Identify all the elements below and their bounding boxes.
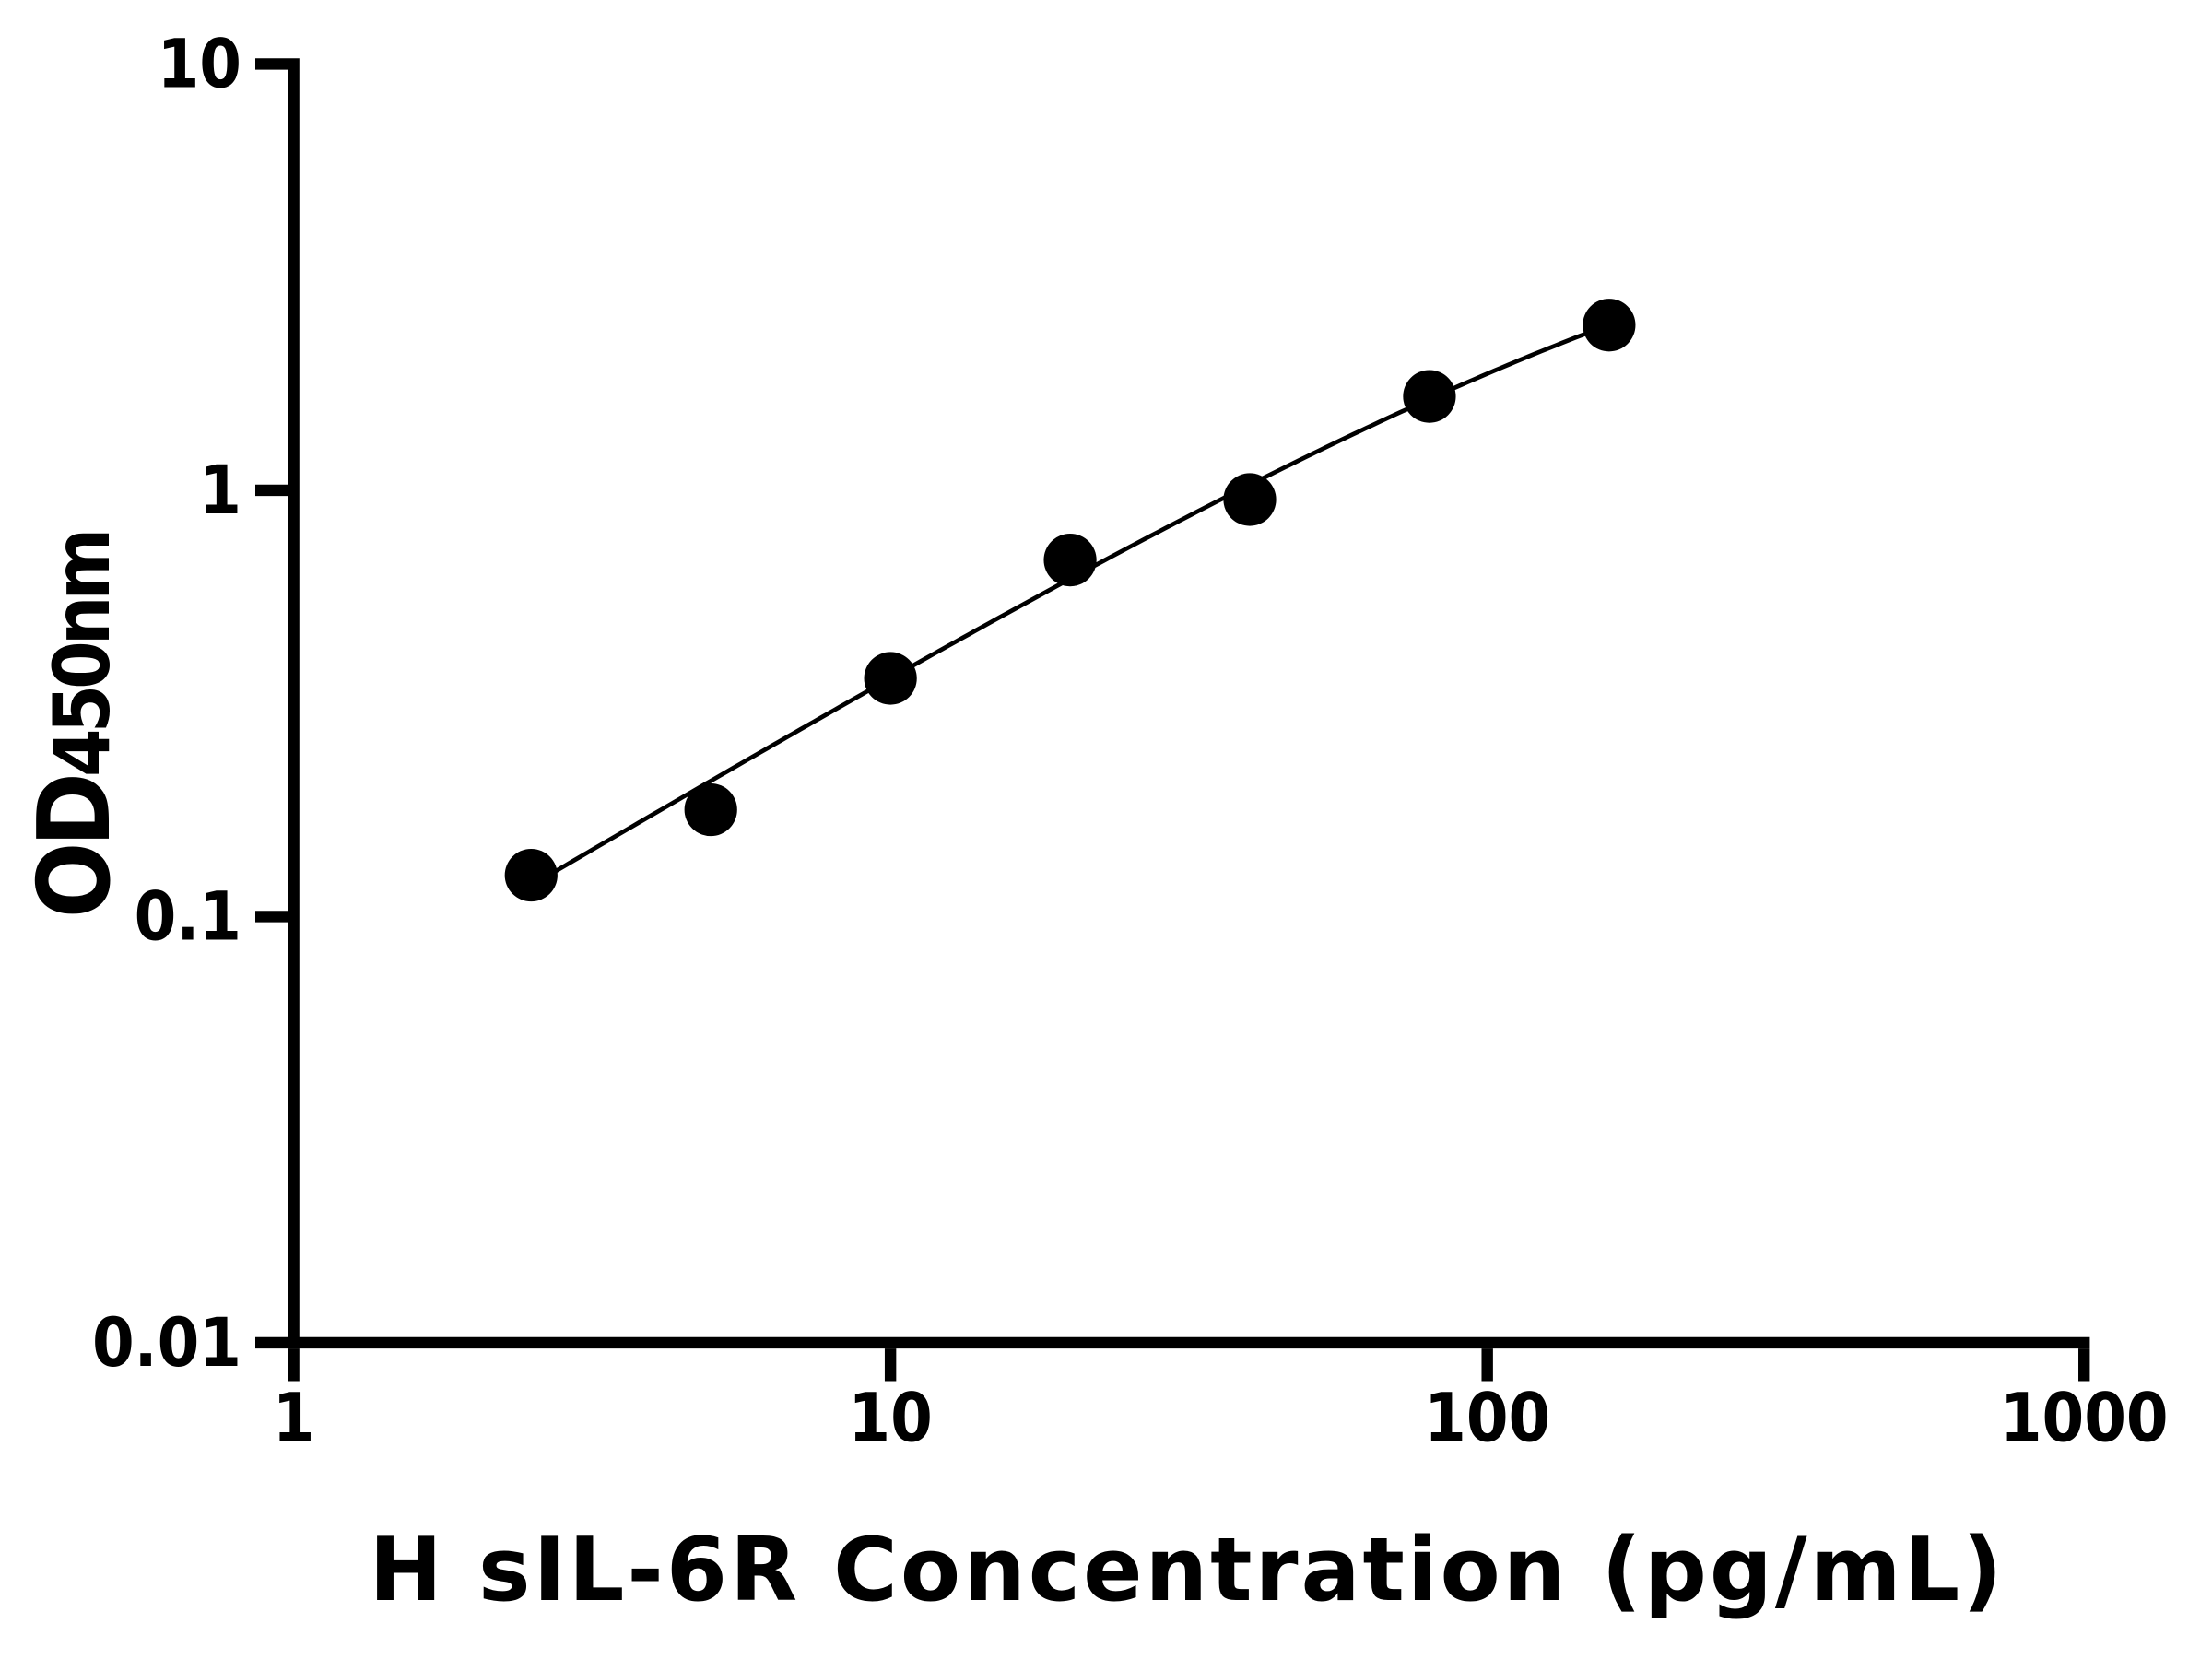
y-tick-label-10: 10 [158,26,241,104]
y-axis-title-sub: 450nm [37,533,127,777]
axes [288,58,2090,1349]
x-tick-label-1: 1 [273,1380,315,1458]
y-tick-label-0.01: 0.01 [92,1304,241,1382]
y-axis-title: OD450nm [18,533,133,919]
y-tick-label-1: 1 [199,452,241,530]
x-axis-title: H sIL-6R Concentration (pg/mL) [369,1520,2005,1621]
x-tick-label-100: 100 [1424,1380,1550,1458]
data-point-80 [1403,370,1456,423]
tick-marks [255,58,2090,1382]
x-tick-label-1000: 1000 [2000,1380,2169,1458]
tick-labels: 10 1 0.1 0.01 1 10 100 1000 [92,26,2169,1458]
data-point-2.5 [504,848,558,902]
data-point-160 [1583,299,1636,352]
data-point-10 [864,652,917,705]
data-point-20 [1043,534,1097,587]
y-tick-label-0.1: 0.1 [135,878,241,957]
y-axis-title-main: OD [18,777,133,919]
x-tick-label-10: 10 [848,1380,932,1458]
data-point-40 [1223,473,1277,526]
data-points [504,299,1636,902]
data-point-5 [684,782,737,837]
